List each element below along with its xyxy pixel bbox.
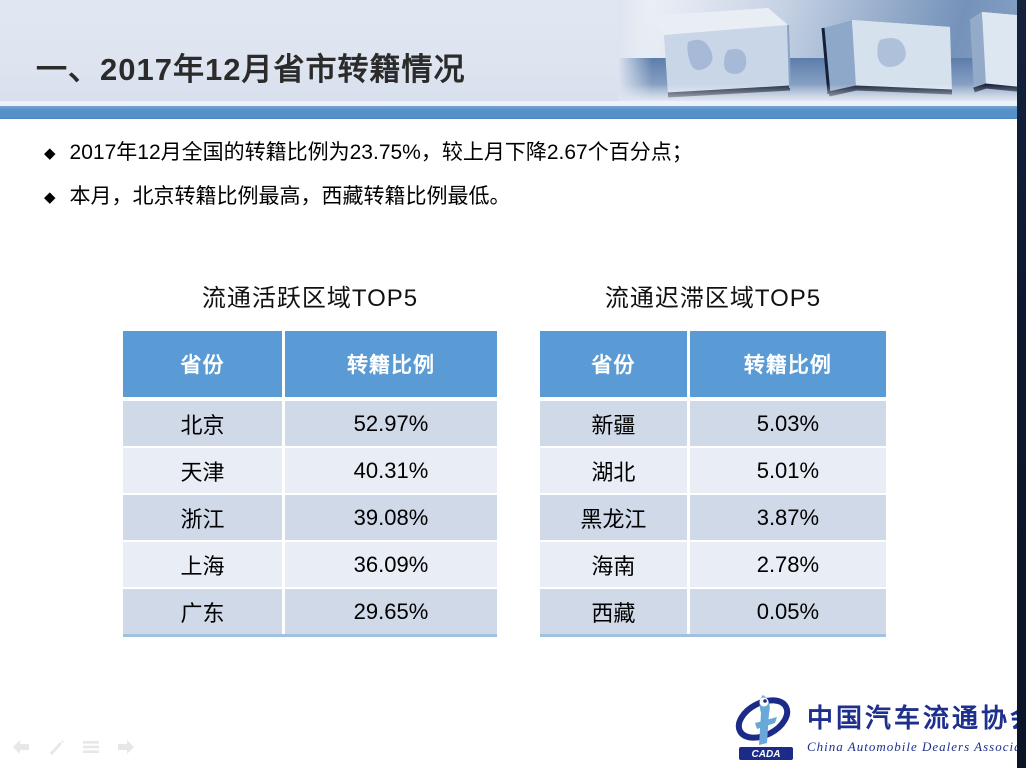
table-row: 上海 36.09%	[123, 542, 497, 589]
bullet-item: ◆ 2017年12月全国的转籍比例为23.75%，较上月下降2.67个百分点；	[44, 139, 984, 167]
ratio-cell: 52.97%	[284, 401, 497, 446]
bullet-text: 本月，北京转籍比例最高，西藏转籍比例最低。	[69, 185, 511, 208]
page-title: 一、2017年12月省市转籍情况	[36, 52, 466, 87]
province-cell: 黑龙江	[540, 495, 690, 540]
ratio-cell: 5.03%	[689, 401, 886, 446]
ratio-cell: 5.01%	[689, 448, 886, 493]
cada-logo: CADA 中国汽车流通协会 China Automobile Dealers A…	[733, 693, 1026, 763]
table-row: 湖北 5.01%	[540, 448, 886, 495]
ratio-cell: 29.65%	[284, 589, 497, 634]
arrow-left-icon	[13, 740, 29, 754]
association-name-zh: 中国汽车流通协会	[807, 704, 1026, 733]
previous-slide-button[interactable]	[10, 736, 32, 758]
table-row: 西藏 0.05%	[540, 589, 886, 637]
province-cell: 湖北	[540, 448, 690, 493]
province-cell: 上海	[123, 542, 285, 587]
province-header-cell: 省份	[540, 331, 690, 397]
table-header-row: 省份 转籍比例	[123, 331, 497, 397]
menu-icon	[83, 741, 99, 753]
table-header-row: 省份 转籍比例	[540, 331, 886, 397]
arrow-right-icon	[118, 740, 134, 754]
ratio-cell: 3.87%	[689, 495, 886, 540]
sluggish-regions-table: 省份 转籍比例 新疆 5.03% 湖北 5.01% 黑龙江 3.87% 海南 2…	[540, 331, 886, 637]
header-divider-bar	[0, 106, 1026, 119]
diamond-bullet-icon: ◆	[44, 145, 56, 162]
ratio-header-cell: 转籍比例	[689, 331, 886, 397]
table-row: 广东 29.65%	[123, 589, 497, 637]
province-cell: 海南	[540, 542, 690, 587]
ratio-cell: 0.05%	[689, 589, 886, 634]
province-cell: 北京	[123, 401, 285, 446]
ratio-header-cell: 转籍比例	[284, 331, 497, 397]
province-cell: 新疆	[540, 401, 690, 446]
bullet-item: ◆ 本月，北京转籍比例最高，西藏转籍比例最低。	[44, 183, 984, 211]
cada-emblem-icon: CADA	[735, 695, 793, 760]
cubes-illustration	[618, 0, 1026, 106]
table-row: 北京 52.97%	[123, 401, 497, 448]
province-cell: 广东	[123, 589, 285, 634]
ratio-cell: 40.31%	[284, 448, 497, 493]
bullet-text: 2017年12月全国的转籍比例为23.75%，较上月下降2.67个百分点；	[69, 141, 693, 164]
province-cell: 天津	[123, 448, 285, 493]
menu-button[interactable]	[80, 736, 102, 758]
table-row: 浙江 39.08%	[123, 495, 497, 542]
ratio-cell: 2.78%	[689, 542, 886, 587]
active-regions-table: 省份 转籍比例 北京 52.97% 天津 40.31% 浙江 39.08% 上海…	[123, 331, 497, 637]
province-header-cell: 省份	[123, 331, 285, 397]
table-row: 新疆 5.03%	[540, 401, 886, 448]
table-row: 天津 40.31%	[123, 448, 497, 495]
right-edge-strip	[1017, 0, 1026, 768]
province-cell: 西藏	[540, 589, 690, 634]
slideshow-controls	[10, 736, 137, 758]
association-name-en: China Automobile Dealers Association	[807, 739, 1026, 754]
table-row: 海南 2.78%	[540, 542, 886, 589]
diamond-bullet-icon: ◆	[44, 189, 56, 206]
cada-acronym: CADA	[752, 749, 781, 760]
world-cubes-image	[618, 0, 1026, 106]
pen-icon	[50, 740, 64, 755]
next-slide-button[interactable]	[115, 736, 137, 758]
ratio-cell: 39.08%	[284, 495, 497, 540]
header-light-strip	[0, 101, 1026, 106]
sluggish-regions-table-title: 流通迟滞区域TOP5	[604, 285, 822, 312]
bullet-list: ◆ 2017年12月全国的转籍比例为23.75%，较上月下降2.67个百分点； …	[44, 139, 984, 227]
ratio-cell: 36.09%	[284, 542, 497, 587]
province-cell: 浙江	[123, 495, 285, 540]
table-row: 黑龙江 3.87%	[540, 495, 886, 542]
active-regions-table-title: 流通活跃区域TOP5	[201, 285, 419, 312]
pen-tool-button[interactable]	[45, 736, 67, 758]
logo-text-block: 中国汽车流通协会 China Automobile Dealers Associ…	[807, 693, 1026, 755]
